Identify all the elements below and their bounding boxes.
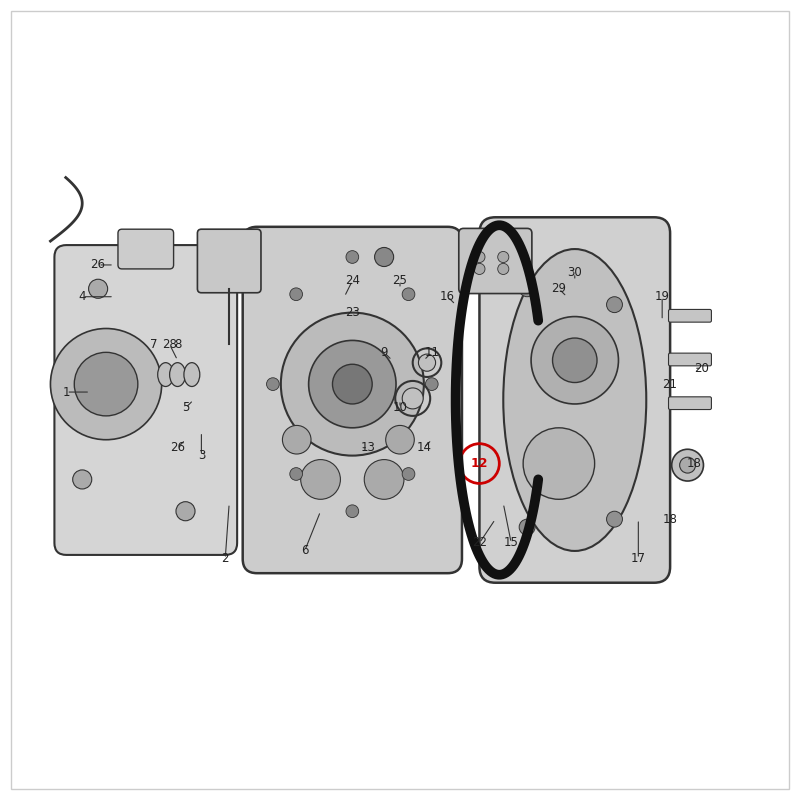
Text: 28: 28 <box>162 338 177 351</box>
Circle shape <box>426 378 438 390</box>
Text: 16: 16 <box>440 290 455 303</box>
Circle shape <box>474 251 485 262</box>
Text: 18: 18 <box>662 513 678 526</box>
Text: 15: 15 <box>504 537 518 550</box>
Text: 5: 5 <box>182 402 189 414</box>
FancyBboxPatch shape <box>198 229 261 293</box>
Circle shape <box>290 288 302 301</box>
FancyBboxPatch shape <box>458 229 532 294</box>
Circle shape <box>606 297 622 313</box>
FancyBboxPatch shape <box>669 353 711 366</box>
Ellipse shape <box>503 249 646 551</box>
Circle shape <box>523 428 594 499</box>
Text: 9: 9 <box>380 346 388 359</box>
Circle shape <box>386 426 414 454</box>
Text: 8: 8 <box>174 338 182 351</box>
Text: 4: 4 <box>78 290 86 303</box>
Ellipse shape <box>184 362 200 386</box>
Circle shape <box>498 251 509 262</box>
FancyBboxPatch shape <box>479 218 670 582</box>
Circle shape <box>474 263 485 274</box>
Text: 26: 26 <box>170 441 185 454</box>
Text: 24: 24 <box>345 274 360 287</box>
Circle shape <box>402 288 415 301</box>
Circle shape <box>89 279 108 298</box>
Text: 13: 13 <box>361 441 376 454</box>
Circle shape <box>333 364 372 404</box>
Circle shape <box>402 468 415 480</box>
Circle shape <box>290 468 302 480</box>
Circle shape <box>282 426 311 454</box>
Circle shape <box>418 354 435 371</box>
Circle shape <box>266 378 279 390</box>
Text: 21: 21 <box>662 378 678 390</box>
Text: 7: 7 <box>150 338 158 351</box>
Circle shape <box>74 352 138 416</box>
Text: 22: 22 <box>472 537 487 550</box>
FancyBboxPatch shape <box>118 229 174 269</box>
Text: 20: 20 <box>694 362 710 374</box>
Circle shape <box>374 247 394 266</box>
Text: 3: 3 <box>198 449 205 462</box>
Text: 11: 11 <box>424 346 439 359</box>
Text: 12: 12 <box>470 457 488 470</box>
Circle shape <box>50 329 162 440</box>
Circle shape <box>402 388 423 409</box>
Circle shape <box>301 459 341 499</box>
Circle shape <box>498 263 509 274</box>
Circle shape <box>606 511 622 527</box>
FancyBboxPatch shape <box>54 245 237 555</box>
Circle shape <box>364 459 404 499</box>
Text: 29: 29 <box>551 282 566 295</box>
Circle shape <box>346 505 358 518</box>
Text: 17: 17 <box>631 552 646 566</box>
Text: 30: 30 <box>567 266 582 279</box>
Circle shape <box>176 502 195 521</box>
Ellipse shape <box>158 362 174 386</box>
Circle shape <box>553 338 597 382</box>
FancyBboxPatch shape <box>242 227 462 573</box>
FancyBboxPatch shape <box>669 397 711 410</box>
Circle shape <box>309 341 396 428</box>
Circle shape <box>680 457 695 473</box>
Circle shape <box>519 281 535 297</box>
Circle shape <box>346 250 358 263</box>
Ellipse shape <box>170 362 186 386</box>
Text: 10: 10 <box>393 402 407 414</box>
Text: 14: 14 <box>416 441 431 454</box>
Circle shape <box>281 313 424 456</box>
Text: 6: 6 <box>301 545 309 558</box>
Text: 2: 2 <box>222 552 229 566</box>
Text: 25: 25 <box>393 274 407 287</box>
Text: 18: 18 <box>686 457 702 470</box>
Circle shape <box>73 470 92 489</box>
Circle shape <box>531 317 618 404</box>
Text: 26: 26 <box>90 258 106 271</box>
Circle shape <box>519 519 535 535</box>
Text: 23: 23 <box>345 306 360 319</box>
FancyBboxPatch shape <box>669 310 711 322</box>
Circle shape <box>672 450 703 481</box>
Text: 1: 1 <box>62 386 70 398</box>
Text: 19: 19 <box>654 290 670 303</box>
